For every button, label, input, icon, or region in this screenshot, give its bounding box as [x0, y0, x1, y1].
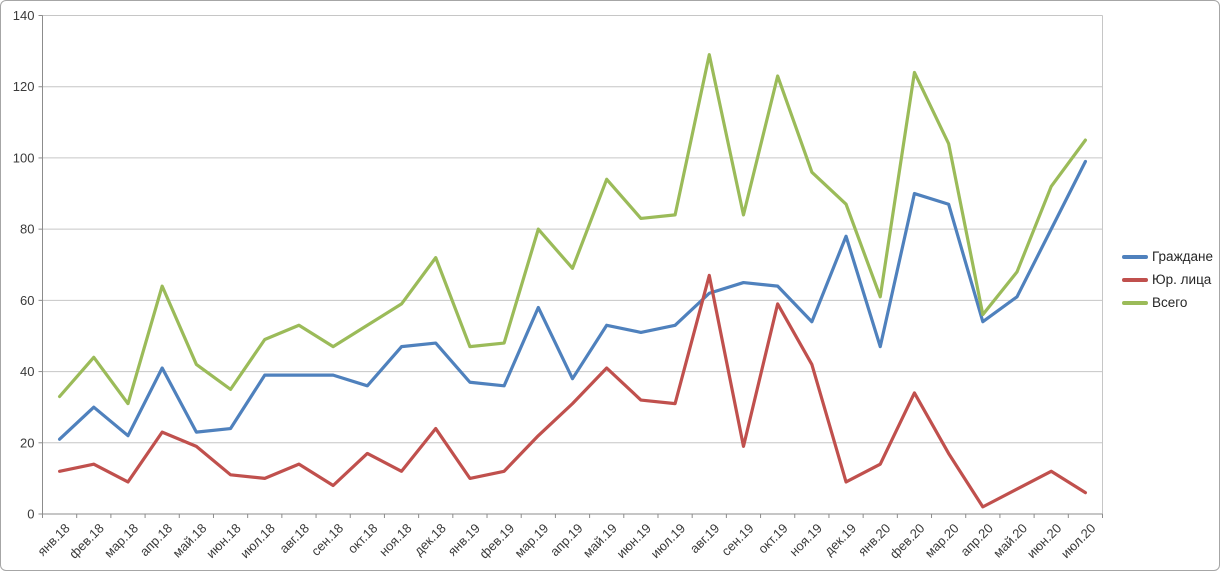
- x-axis-label: фев.19: [476, 521, 517, 562]
- x-axis-label: июн.18: [203, 521, 243, 561]
- x-axis-label: июн.19: [614, 521, 654, 561]
- x-axis-label: авг.18: [276, 521, 312, 557]
- y-axis-label: 40: [20, 364, 34, 379]
- series-line-total: [57, 53, 1088, 406]
- legend-item-citizens: Граждане: [1122, 250, 1213, 264]
- x-axis-label: ноя.18: [376, 521, 415, 560]
- legend-swatch-total: [1122, 301, 1148, 305]
- x-axis-label: апр.18: [137, 521, 176, 560]
- legend-label-citizens: Граждане: [1152, 249, 1213, 264]
- y-axis-label: 0: [27, 507, 34, 522]
- x-axis-label: июл.18: [237, 521, 278, 562]
- series-line-legal-entities: [57, 273, 1088, 509]
- x-axis-label: сен.19: [718, 521, 756, 559]
- legend-item-legal-entities: Юр. лица: [1122, 273, 1213, 287]
- legend-item-total: Всего: [1122, 296, 1213, 310]
- x-axis-label: окт.19: [755, 521, 791, 557]
- x-axis-label: июн.20: [1024, 521, 1064, 561]
- x-axis-label: дек.18: [411, 521, 449, 559]
- y-axis-label: 140: [13, 8, 35, 23]
- y-axis-label: 20: [20, 435, 34, 450]
- x-axis-label: июл.19: [648, 521, 689, 562]
- legend-label-legal-entities: Юр. лица: [1152, 272, 1212, 287]
- x-axis-label: мар.19: [511, 521, 551, 561]
- x-axis-label: сен.18: [308, 521, 346, 559]
- legend-label-total: Всего: [1152, 295, 1188, 310]
- y-axis-label: 120: [13, 79, 35, 94]
- x-axis-label: май.20: [990, 521, 1030, 561]
- x-axis-label: авг.19: [687, 521, 723, 557]
- series-line-citizens: [57, 159, 1088, 441]
- x-axis-label: май.18: [170, 521, 210, 561]
- x-axis-label: апр.19: [547, 521, 586, 560]
- x-axis-label: дек.19: [821, 521, 859, 559]
- x-axis-label: июл.20: [1058, 521, 1099, 562]
- legend-swatch-legal-entities: [1122, 278, 1148, 282]
- legend-swatch-citizens: [1122, 255, 1148, 259]
- x-axis-label: фев.20: [887, 521, 928, 562]
- x-axis-label: мар.20: [922, 521, 962, 561]
- y-axis-label: 100: [13, 150, 35, 165]
- x-axis-label: мар.18: [101, 521, 141, 561]
- legend: Граждане Юр. лица Всего: [1122, 250, 1213, 310]
- x-axis-label: апр.20: [957, 521, 996, 560]
- y-axis-label: 60: [20, 293, 34, 308]
- x-axis-label: окт.18: [345, 521, 381, 557]
- x-axis-label: фев.18: [66, 521, 107, 562]
- y-axis-label: 80: [20, 222, 34, 237]
- x-axis-label: май.19: [580, 521, 620, 561]
- x-axis-label: ноя.19: [786, 521, 825, 560]
